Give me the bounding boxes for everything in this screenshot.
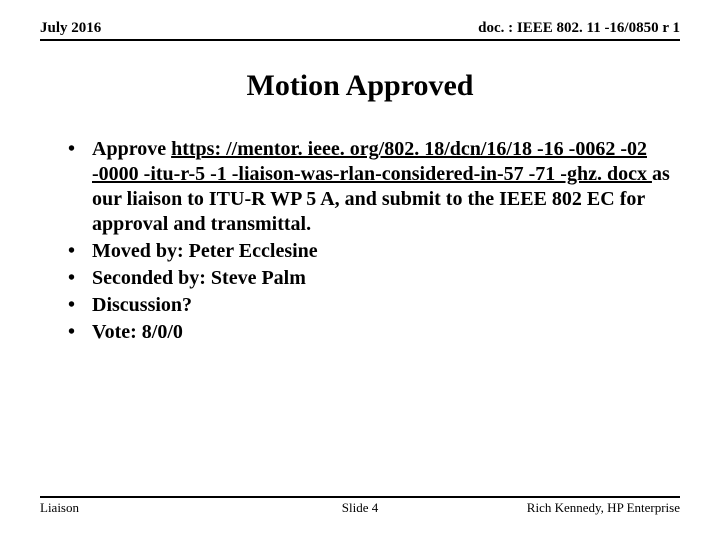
bullet-seconded-by: Seconded by: Steve Palm — [68, 266, 672, 291]
content-area: Approve https: //mentor. ieee. org/802. … — [40, 137, 680, 345]
document-link[interactable]: https: //mentor. ieee. org/802. 18/dcn/1… — [92, 138, 652, 185]
footer-slide-number: Slide 4 — [342, 500, 378, 516]
bullet-vote: Vote: 8/0/0 — [68, 320, 672, 345]
bullet-pre-text: Approve — [92, 138, 171, 160]
header-bar: July 2016 doc. : IEEE 802. 11 -16/0850 r… — [40, 20, 680, 41]
bullet-moved-by: Moved by: Peter Ecclesine — [68, 239, 672, 264]
bullet-approve: Approve https: //mentor. ieee. org/802. … — [68, 137, 672, 237]
slide-title: Motion Approved — [40, 69, 680, 103]
header-doc-id: doc. : IEEE 802. 11 -16/0850 r 1 — [478, 20, 680, 37]
bullet-discussion: Discussion? — [68, 293, 672, 318]
footer-bar: Liaison Slide 4 Rich Kennedy, HP Enterpr… — [40, 496, 680, 516]
footer-author: Rich Kennedy, HP Enterprise — [527, 500, 680, 516]
bullet-list: Approve https: //mentor. ieee. org/802. … — [68, 137, 672, 345]
header-date: July 2016 — [40, 20, 101, 37]
footer-left: Liaison — [40, 500, 79, 516]
